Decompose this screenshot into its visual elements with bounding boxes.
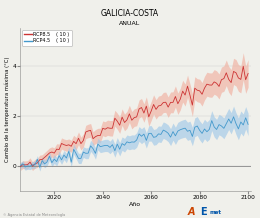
Text: A: A [187, 207, 195, 217]
Text: © Agencia Estatal de Meteorología: © Agencia Estatal de Meteorología [3, 213, 65, 217]
Legend: RCP8.5    ( 10 ), RCP4.5    ( 10 ): RCP8.5 ( 10 ), RCP4.5 ( 10 ) [22, 30, 72, 46]
Y-axis label: Cambio de la temperatura máxima (°C): Cambio de la temperatura máxima (°C) [4, 57, 10, 162]
Text: met: met [209, 210, 221, 215]
Text: ANUAL: ANUAL [119, 21, 141, 26]
X-axis label: Año: Año [129, 202, 141, 207]
Text: E: E [200, 207, 207, 217]
Text: GALICIA-COSTA: GALICIA-COSTA [101, 9, 159, 18]
